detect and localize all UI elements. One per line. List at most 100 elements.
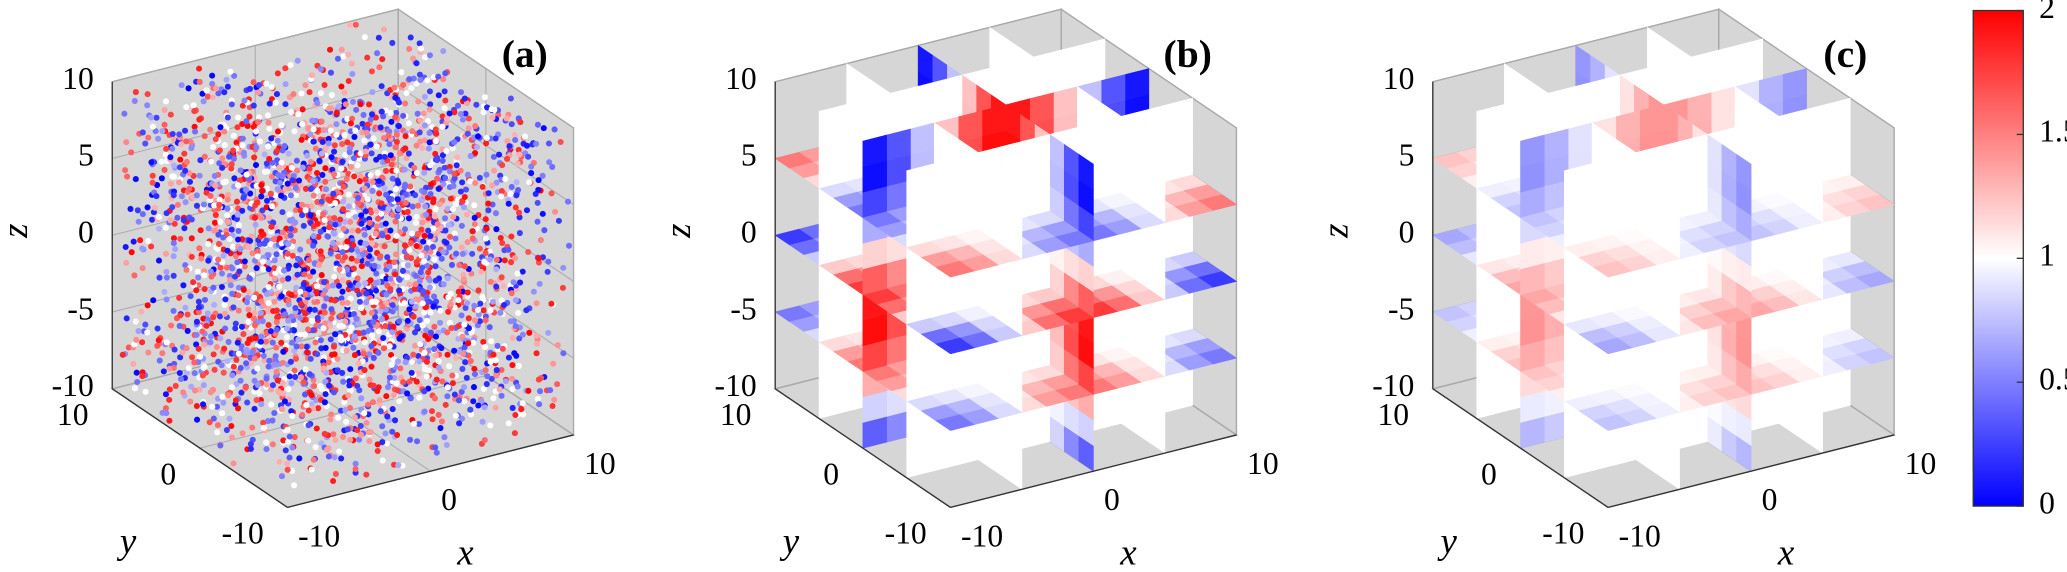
scatter-point	[191, 123, 198, 130]
scatter-point	[419, 300, 426, 307]
x-tick-label: 0	[441, 482, 457, 517]
scatter-point	[402, 199, 409, 206]
scatter-point	[267, 190, 274, 197]
scatter-point	[183, 266, 190, 273]
scatter-point	[183, 138, 190, 145]
scatter-point	[309, 317, 316, 324]
scatter-point	[415, 296, 422, 303]
scatter-point	[355, 330, 363, 337]
scatter-point	[395, 206, 402, 213]
scatter-point	[418, 197, 425, 204]
scatter-point	[452, 235, 459, 242]
scatter-point	[441, 88, 448, 95]
scatter-point	[265, 143, 272, 150]
scatter-point	[368, 68, 375, 75]
scatter-point	[123, 315, 130, 322]
scatter-point	[413, 142, 420, 149]
scatter-point	[161, 107, 168, 114]
scatter-point	[233, 139, 240, 146]
scatter-point	[430, 225, 437, 232]
scatter-point	[223, 76, 230, 83]
scatter-point	[360, 251, 367, 258]
scatter-point	[317, 90, 324, 97]
scatter-point	[253, 144, 260, 151]
scatter-point	[134, 207, 141, 214]
scatter-point	[548, 190, 555, 197]
scatter-point	[170, 192, 177, 199]
scatter-point	[148, 114, 155, 121]
scatter-point	[260, 424, 267, 431]
panel-label: (b)	[1164, 32, 1212, 76]
scatter-point	[302, 185, 309, 192]
scatter-point	[417, 138, 424, 145]
scatter-point	[177, 312, 184, 319]
scatter-point	[404, 274, 411, 281]
scatter-point	[401, 300, 408, 307]
scatter-point	[446, 319, 454, 326]
scatter-point	[352, 465, 359, 473]
scatter-point	[356, 387, 363, 394]
scatter-point	[409, 128, 416, 135]
scatter-point	[379, 303, 386, 310]
scatter-point	[452, 412, 459, 419]
scatter-point	[325, 453, 332, 460]
scatter-point	[225, 338, 232, 345]
scatter-point	[234, 339, 241, 346]
scatter-point	[442, 174, 449, 181]
scatter-point	[125, 344, 132, 351]
scatter-point	[304, 349, 311, 356]
scatter-point	[392, 251, 399, 258]
scatter-point	[373, 223, 380, 230]
scatter-point	[290, 327, 298, 334]
scatter-point	[305, 326, 312, 333]
scatter-point	[212, 182, 219, 189]
scatter-point	[249, 349, 256, 356]
scatter-point	[395, 123, 402, 130]
y-tick-label: 10	[720, 397, 752, 432]
scatter-point	[289, 412, 296, 419]
scatter-point	[520, 411, 527, 418]
scatter-point	[235, 405, 242, 412]
scatter-point	[224, 212, 231, 219]
scatter-point	[410, 351, 417, 358]
scatter-point	[536, 388, 544, 395]
scatter-point	[426, 106, 433, 113]
scatter-point	[449, 380, 456, 387]
scatter-point	[191, 370, 198, 377]
scatter-point	[462, 359, 469, 366]
scatter-point	[196, 386, 203, 393]
scatter-point	[300, 281, 307, 288]
scatter-point	[305, 124, 312, 131]
scatter-point	[461, 384, 468, 391]
scatter-point	[210, 284, 217, 291]
scatter-point	[444, 393, 451, 400]
scatter-point	[426, 284, 433, 291]
scatter-point	[345, 77, 352, 85]
scatter-point	[506, 143, 513, 150]
scatter-point	[535, 186, 542, 193]
scatter-point	[461, 344, 468, 351]
scatter-point	[456, 262, 463, 269]
scatter-point	[322, 391, 329, 398]
scatter-point	[348, 163, 355, 170]
scatter-point	[526, 329, 533, 336]
scatter-point	[536, 401, 543, 408]
scatter-point	[255, 89, 262, 96]
scatter-point	[500, 282, 507, 289]
scatter-point	[156, 274, 163, 281]
scatter-point	[318, 385, 325, 392]
scatter-point	[297, 207, 304, 214]
scatter-point	[482, 216, 489, 223]
scatter-point	[533, 340, 540, 347]
scatter-point	[394, 196, 401, 203]
scatter-point	[288, 313, 295, 320]
scatter-point	[469, 228, 476, 235]
scatter-point	[217, 124, 224, 131]
scatter-point	[149, 216, 156, 223]
scatter-point	[217, 313, 224, 320]
scatter-point	[458, 388, 465, 395]
scatter-point	[339, 299, 346, 306]
scatter-point	[132, 89, 139, 96]
scatter-point	[327, 416, 334, 423]
scatter-point	[372, 287, 380, 294]
